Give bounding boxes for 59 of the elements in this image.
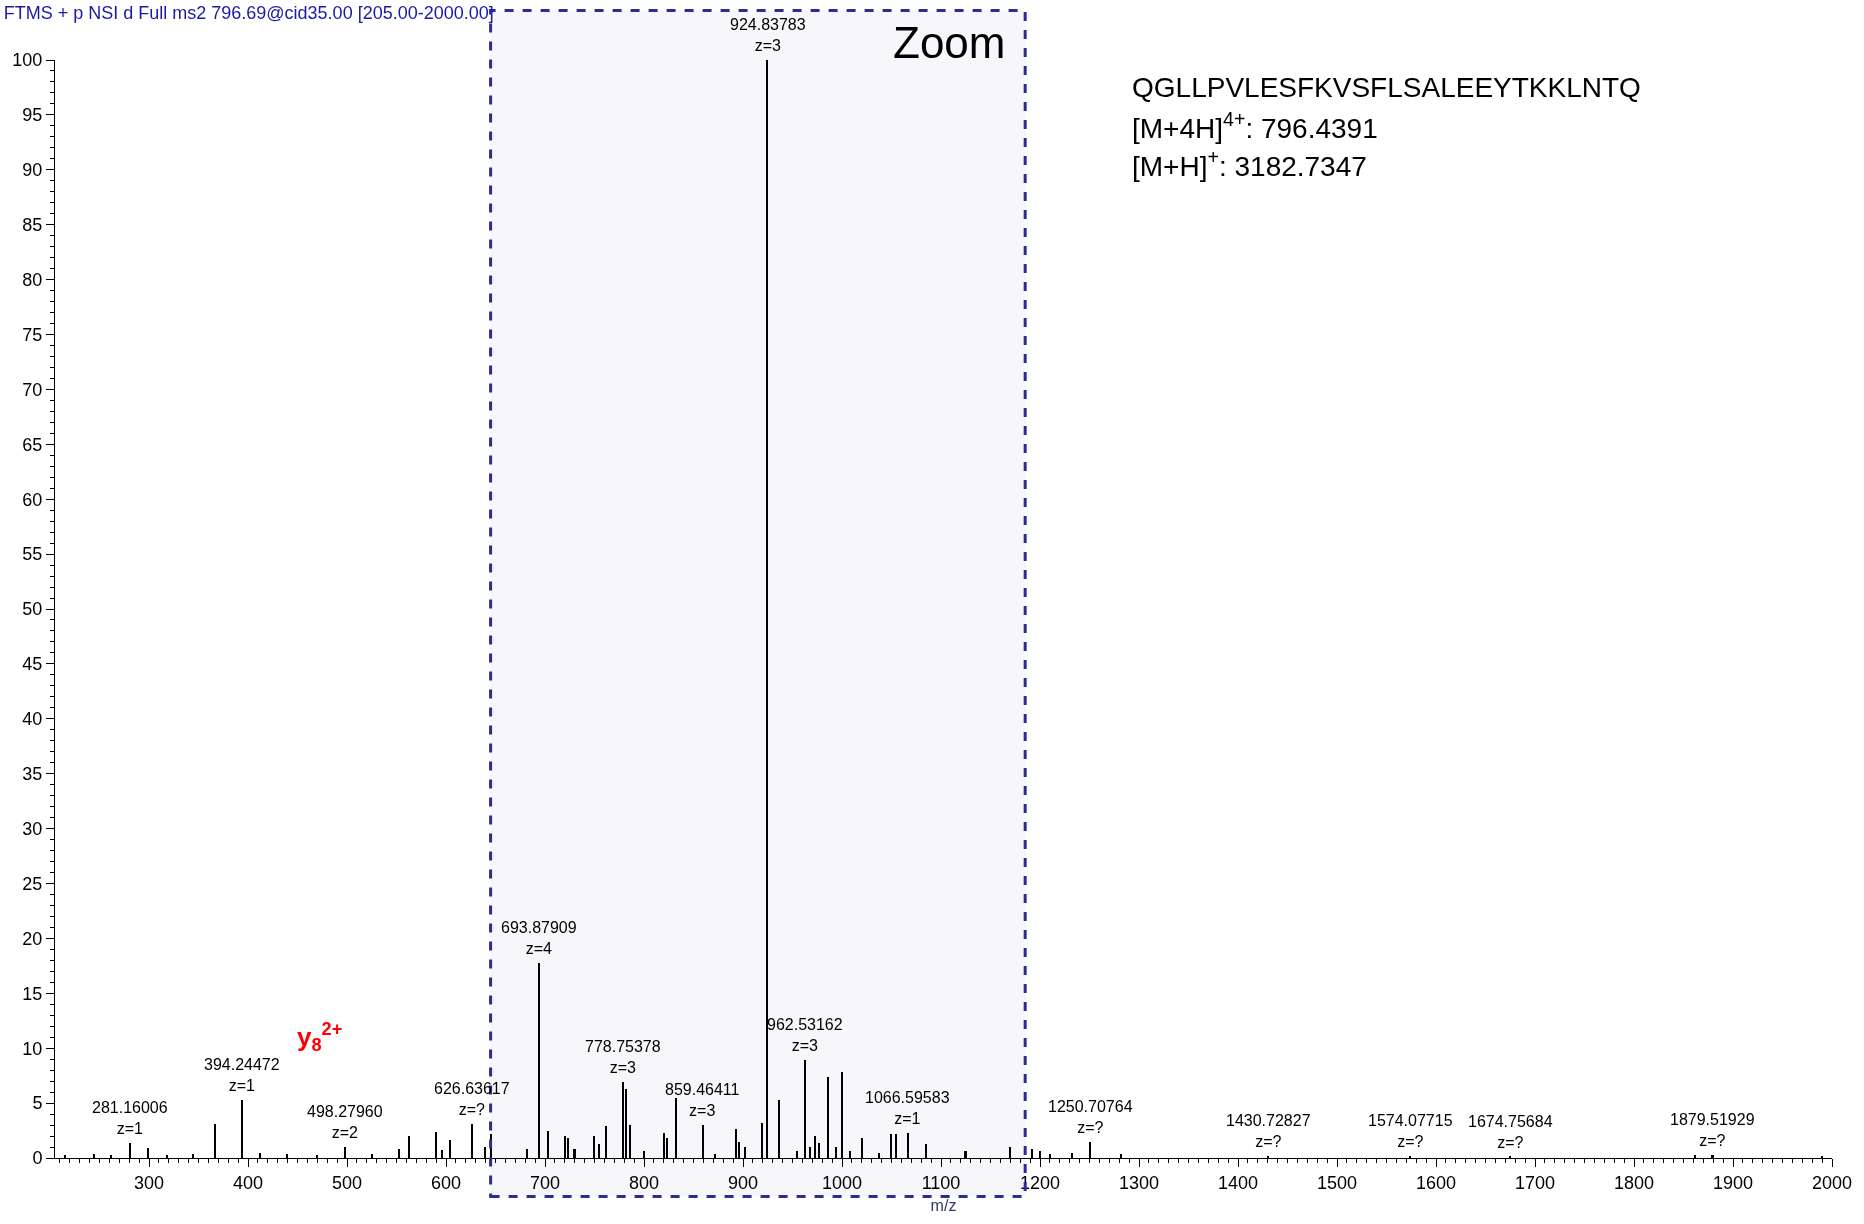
x-tick-label: 800 — [629, 1172, 660, 1193]
x-tick-label: 300 — [134, 1172, 165, 1193]
x-tick-label: 400 — [233, 1172, 264, 1193]
y-tick-label: 70 — [22, 379, 43, 400]
y-tick-label: 75 — [22, 324, 43, 345]
x-tick-label: 600 — [431, 1172, 462, 1193]
x-tick-label: 1900 — [1712, 1172, 1754, 1193]
annotation: [M+4H]$^{4+}$: 796.4391 — [1132, 108, 1378, 144]
x-tick-label: 1600 — [1415, 1172, 1457, 1193]
y-tick-label: 95 — [22, 105, 43, 126]
y-tick-label: 5 — [32, 1093, 43, 1114]
annotation: 1066.59583 z=1 — [865, 1089, 950, 1127]
y-tick-label: 30 — [22, 818, 43, 839]
y-tick-label: 40 — [22, 709, 43, 730]
band-label: Zoom — [893, 18, 1006, 67]
annotation: 1430.72827 z=? — [1226, 1112, 1311, 1150]
chart-title: FTMS + p NSI d Full ms2 796.69@cid35.00 [205.00-2000.00] — [3, 2, 494, 23]
x-tick-label: 1400 — [1218, 1172, 1259, 1193]
annotation: 962.53162 z=3 — [767, 1016, 843, 1054]
y-tick-label: 50 — [22, 599, 43, 620]
y-tick-label: 35 — [22, 764, 43, 784]
x-tick-label: 1100 — [921, 1172, 961, 1193]
x-tick-label: 1500 — [1316, 1172, 1358, 1193]
y-tick-label: 65 — [22, 434, 43, 455]
y-tick-label: 100 — [12, 50, 43, 71]
y-tick-label: 80 — [22, 269, 43, 290]
x-tick-label: 1800 — [1613, 1172, 1655, 1193]
x-tick-label: 700 — [530, 1172, 561, 1193]
y-tick-label: 10 — [22, 1038, 43, 1059]
annotation: 626.63617 z=? — [434, 1080, 510, 1118]
y-tick-label: 60 — [22, 489, 43, 510]
annotation: QGLLPVLESFKVSFLSALEEYTKKLNTQ — [1132, 72, 1641, 103]
y-tick-label: 55 — [22, 544, 43, 565]
annotation: 1574.07715 z=? — [1368, 1112, 1453, 1150]
x-tick-label: 1700 — [1514, 1172, 1556, 1193]
annotation: 281.16006 z=1 — [92, 1099, 168, 1137]
annotation: 1879.51929 z=? — [1670, 1111, 1755, 1149]
x-tick-label: 1000 — [822, 1172, 863, 1193]
annotation: 778.75378 z=3 — [585, 1038, 661, 1076]
annotation: 1250.70764 z=? — [1048, 1098, 1133, 1136]
y-tick-label: 15 — [22, 983, 43, 1004]
y-tick-label: 20 — [22, 928, 43, 949]
x-axis-title: m/z — [930, 1197, 957, 1215]
annotation: 498.27960 z=2 — [307, 1103, 383, 1141]
x-tick-label: 1300 — [1119, 1172, 1160, 1193]
annotation: 1674.75684 z=? — [1468, 1113, 1553, 1151]
y-tick-label: 85 — [22, 215, 43, 235]
annotation: 693.87909 z=4 — [501, 919, 577, 957]
annotation: 859.46411 z=3 — [665, 1081, 740, 1119]
y-tick-label: 25 — [22, 873, 43, 894]
y-tick-label: 0 — [32, 1148, 43, 1169]
annotation: 924.83783 z=3 — [730, 16, 806, 54]
annotation: 394.24472 z=1 — [204, 1056, 280, 1094]
x-tick-label: 500 — [332, 1172, 363, 1193]
x-tick-label: 900 — [728, 1172, 759, 1193]
annotation: [M+H]$^{+}$: 3182.7347 — [1132, 146, 1367, 182]
y-tick-label: 45 — [22, 654, 43, 675]
y-tick-label: 90 — [22, 160, 43, 181]
x-tick-label: 2000 — [1811, 1172, 1853, 1193]
